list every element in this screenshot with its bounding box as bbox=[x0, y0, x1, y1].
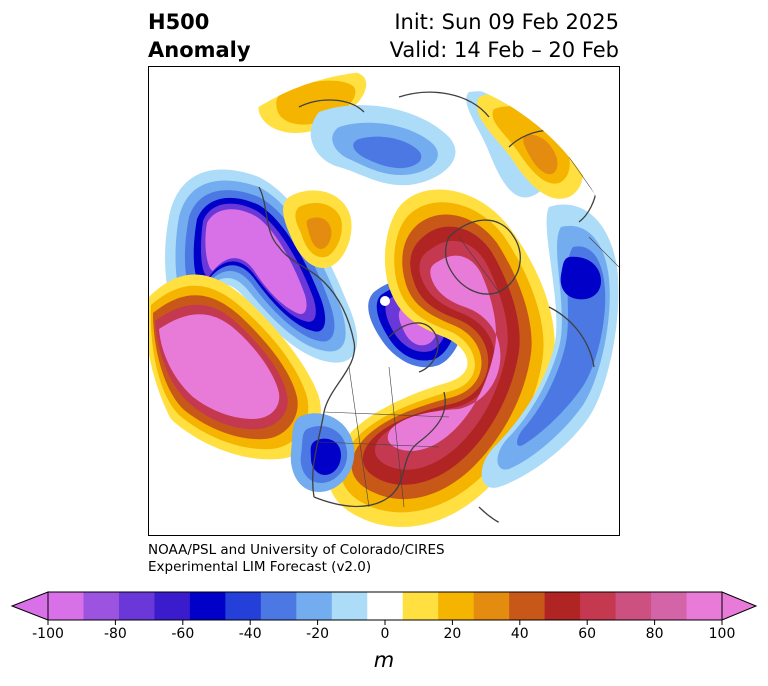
init-date: Init: Sun 09 Feb 2025 bbox=[394, 10, 619, 34]
pole-marker bbox=[380, 296, 390, 306]
colorbar-swatch bbox=[154, 592, 191, 620]
colorbar-swatch bbox=[367, 592, 404, 620]
colorbar-tick-label: -40 bbox=[238, 626, 262, 642]
colorbar-swatch bbox=[225, 592, 262, 620]
map-panel bbox=[148, 66, 620, 536]
colorbar-swatch bbox=[83, 592, 120, 620]
colorbar-swatch bbox=[651, 592, 688, 620]
colorbar-max-extend bbox=[721, 591, 758, 621]
anomaly-map bbox=[149, 71, 619, 535]
colorbar-tick-label: 40 bbox=[510, 626, 529, 642]
colorbar-tick-label: 80 bbox=[645, 626, 664, 642]
colorbar-min-extend bbox=[10, 591, 49, 621]
coastlines bbox=[258, 91, 599, 533]
colorbar-swatch bbox=[48, 592, 84, 620]
colorbar-tick-label: -100 bbox=[32, 626, 64, 642]
colorbar-swatch bbox=[615, 592, 652, 620]
field-title: H500 bbox=[148, 10, 210, 34]
colorbar-tick-label: 100 bbox=[708, 626, 736, 642]
negative-anomaly-siberia bbox=[481, 204, 619, 488]
positive-anomaly-alaska-west bbox=[283, 190, 352, 268]
colorbar-swatch bbox=[118, 592, 155, 620]
negative-anomaly-north-pacific bbox=[165, 169, 358, 363]
colorbar-swatch bbox=[473, 592, 510, 620]
title-left: H500 Anomaly bbox=[148, 8, 251, 64]
political-borders bbox=[318, 156, 619, 508]
colorbar-swatch bbox=[331, 592, 368, 620]
colorbar-tick-label: 60 bbox=[578, 626, 597, 642]
colorbar-unit: m bbox=[373, 648, 395, 672]
colorbar-swatch bbox=[296, 592, 333, 620]
valid-range: Valid: 14 Feb – 20 Feb bbox=[389, 38, 619, 62]
title-right: Init: Sun 09 Feb 2025 Valid: 14 Feb – 20… bbox=[390, 8, 619, 64]
colorbar-tick-label: 20 bbox=[443, 626, 462, 642]
colorbar-swatch bbox=[509, 592, 546, 620]
colorbar-tick-label: 0 bbox=[380, 626, 390, 642]
credit-line1: NOAA/PSL and University of Colorado/CIRE… bbox=[148, 542, 445, 558]
colorbar bbox=[10, 591, 758, 625]
colorbar-swatch bbox=[580, 592, 617, 620]
credit-line2: Experimental LIM Forecast (v2.0) bbox=[148, 559, 372, 575]
field-subtitle: Anomaly bbox=[148, 38, 251, 62]
colorbar-tick-label: -60 bbox=[171, 626, 195, 642]
colorbar-swatch bbox=[189, 592, 226, 620]
colorbar-ticks: -100 -80 -60 -40 -20 0 20 40 60 80 100 bbox=[0, 626, 768, 648]
colorbar-swatch bbox=[260, 592, 297, 620]
colorbar-swatch bbox=[686, 592, 723, 620]
positive-anomaly-eastern-north-america bbox=[328, 189, 555, 527]
credit-text: NOAA/PSL and University of Colorado/CIRE… bbox=[148, 542, 445, 576]
colorbar-swatch bbox=[402, 592, 439, 620]
colorbar-swatch bbox=[438, 592, 475, 620]
colorbar-tick-label: -20 bbox=[306, 626, 330, 642]
colorbar-tick-label: -80 bbox=[103, 626, 127, 642]
colorbar-swatch bbox=[544, 592, 581, 620]
negative-anomaly-southwest-us bbox=[290, 413, 355, 492]
positive-anomaly-eastern-pacific bbox=[149, 274, 321, 460]
